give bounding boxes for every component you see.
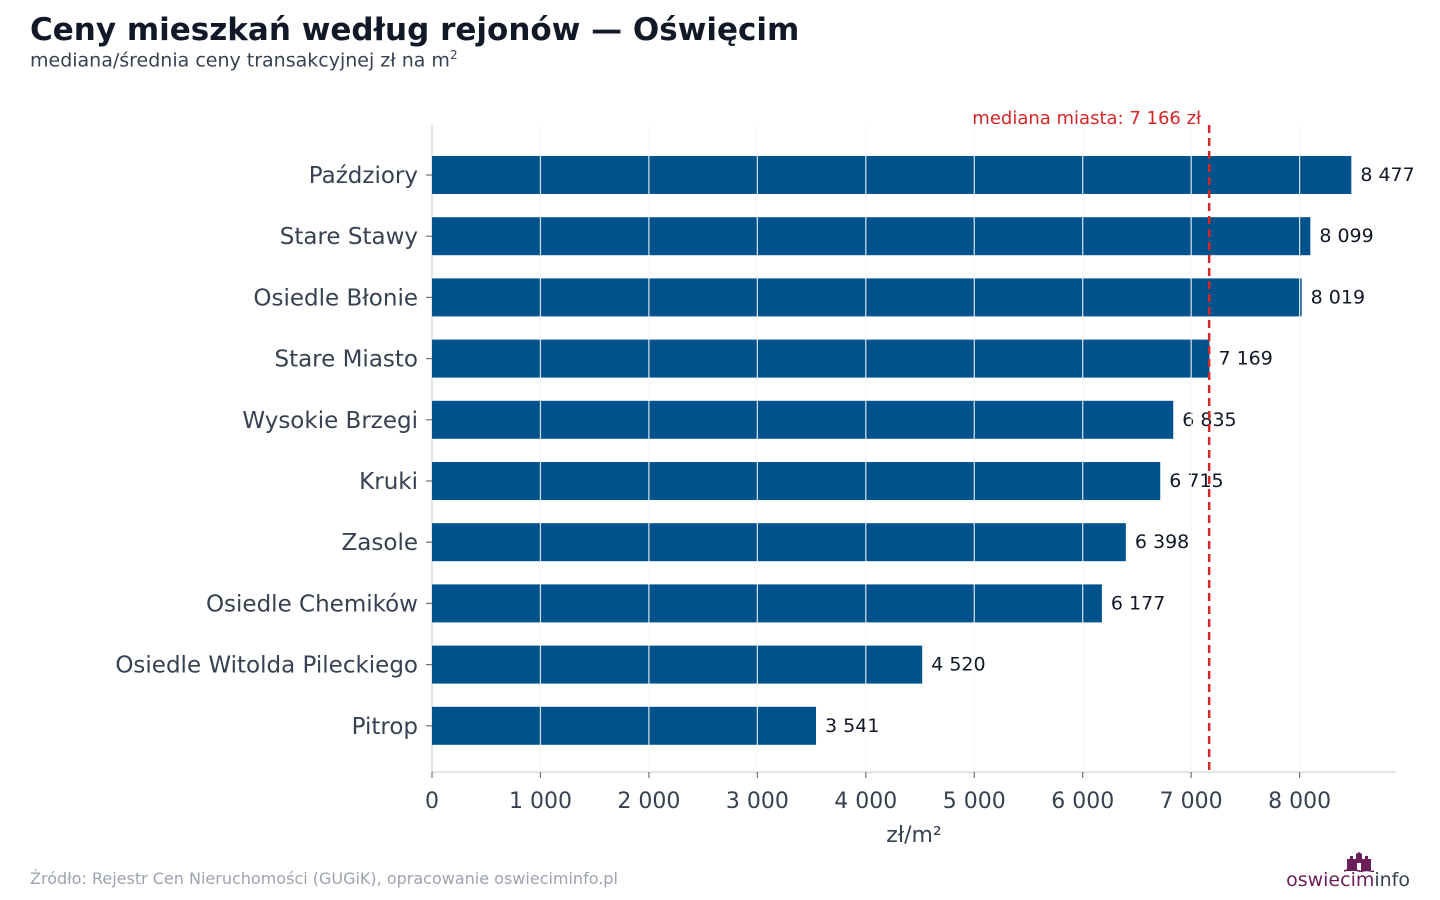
chart-title: Ceny mieszkań według rejonów — Oświęcim	[30, 12, 800, 48]
x-tick-label: 0	[425, 789, 439, 814]
bar	[432, 278, 1302, 317]
category-label: Paździory	[309, 163, 418, 189]
value-label: 4 520	[931, 654, 985, 676]
logo-text: oswieciminfo	[1286, 869, 1410, 891]
category-label: Stare Miasto	[274, 347, 418, 373]
chart-subtitle: mediana/średnia ceny transakcyjnej zł na…	[30, 48, 458, 71]
value-label: 6 398	[1135, 531, 1189, 553]
category-label: Wysokie Brzegi	[242, 408, 418, 434]
category-label: Kruki	[359, 469, 418, 495]
x-tick-label: 7 000	[1160, 789, 1223, 814]
value-label: 3 541	[825, 715, 879, 737]
category-label: Osiedle Witolda Pileckiego	[115, 653, 418, 679]
x-tick-label: 1 000	[509, 789, 572, 814]
x-axis-title: zł/m²	[886, 823, 941, 848]
category-label: Pitrop	[352, 714, 418, 740]
logo-text-part2: info	[1374, 869, 1410, 891]
castle-icon	[1344, 852, 1374, 872]
x-tick-label: 6 000	[1051, 789, 1114, 814]
bar	[432, 584, 1102, 623]
subtitle-text: mediana/średnia ceny transakcyjnej zł na…	[30, 49, 450, 72]
bar	[432, 217, 1311, 256]
x-tick-label: 3 000	[726, 789, 789, 814]
x-tick-label: 5 000	[943, 789, 1006, 814]
value-label: 7 169	[1218, 348, 1272, 370]
category-label: Osiedle Chemików	[206, 591, 418, 617]
logo-text-part1: oswiecim	[1286, 869, 1375, 891]
bar	[432, 400, 1174, 439]
category-label: Zasole	[342, 530, 418, 556]
value-label: 8 099	[1319, 225, 1373, 247]
reference-line-label: mediana miasta: 7 166 zł	[972, 108, 1202, 129]
bar	[432, 706, 817, 745]
category-label: Stare Stawy	[280, 224, 418, 250]
x-tick-label: 2 000	[617, 789, 680, 814]
bar	[432, 523, 1126, 562]
value-label: 6 177	[1111, 592, 1165, 614]
value-label: 6 715	[1169, 470, 1223, 492]
bar	[432, 339, 1210, 378]
bar-chart: Paździory 8 477 Stare Stawy 8 099 Osiedle Bł…	[115, 108, 1414, 848]
logo: oswieciminfo	[1270, 852, 1410, 892]
bar	[432, 462, 1161, 500]
x-tick-label: 4 000	[834, 789, 897, 814]
value-label: 8 477	[1360, 164, 1414, 186]
bar	[432, 645, 923, 684]
bar	[432, 156, 1352, 194]
category-label: Osiedle Błonie	[253, 285, 418, 311]
source-note: Źródło: Rejestr Cen Nieruchomości (GUGiK…	[30, 869, 618, 888]
value-label: 8 019	[1311, 286, 1365, 308]
subtitle-superscript: 2	[449, 48, 458, 62]
value-label: 6 835	[1182, 409, 1236, 431]
x-tick-label: 8 000	[1268, 789, 1331, 814]
